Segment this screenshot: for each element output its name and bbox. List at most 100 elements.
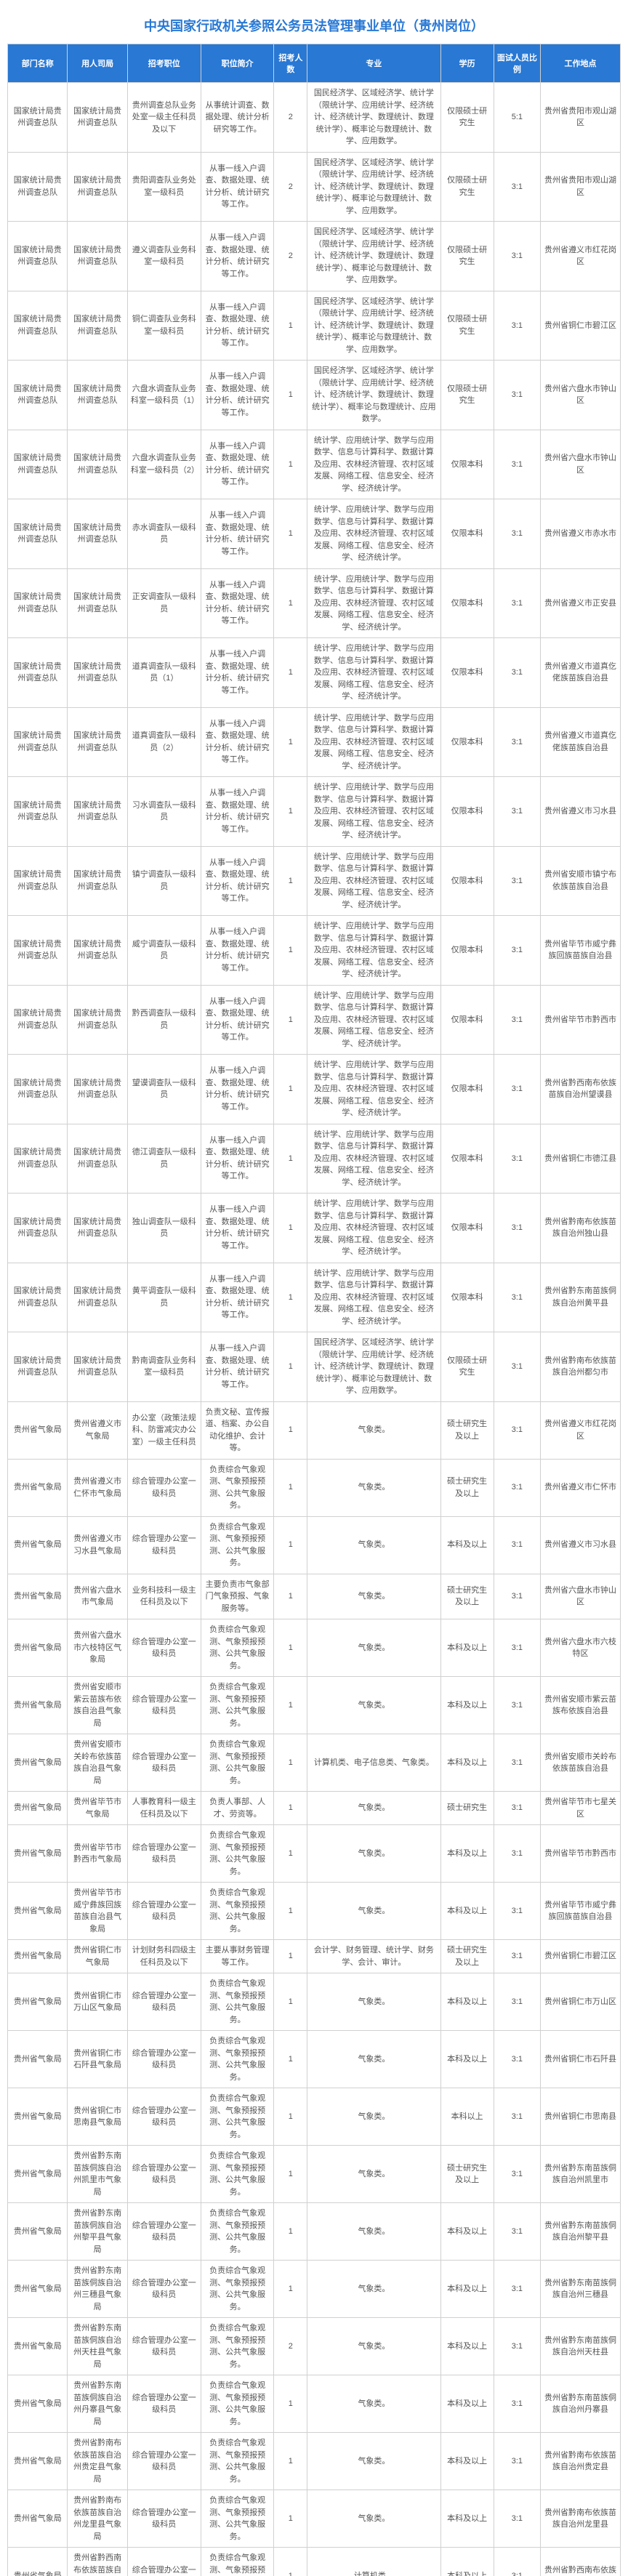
table-cell: 1	[274, 1401, 307, 1459]
table-cell: 气象类。	[307, 2375, 440, 2433]
table-cell: 贵州省气象局	[8, 1940, 68, 1973]
table-cell: 从事一线入户调查、数据处理、统计分析、统计研究等工作。	[201, 1332, 274, 1402]
table-cell: 国家统计局贵州调查总队	[8, 777, 68, 847]
table-row: 贵州省气象局贵州省黔东南苗族侗族自治州凯里市气象局综合管理办公室一级科员负责综合…	[8, 2146, 621, 2203]
table-cell: 综合管理办公室一级科员	[127, 2318, 201, 2375]
table-cell: 1	[274, 707, 307, 777]
table-cell: 国家统计局贵州调查总队	[8, 985, 68, 1055]
table-cell: 综合管理办公室一级科员	[127, 1825, 201, 1883]
column-header: 专业	[307, 44, 440, 83]
table-cell: 贵州省安顺市关岭布依族苗族自治县	[540, 1734, 620, 1792]
table-cell: 贵州省遵义市气象局	[68, 1401, 127, 1459]
table-cell: 3:1	[494, 2031, 540, 2088]
table-cell: 综合管理办公室一级科员	[127, 2146, 201, 2203]
table-cell: 国民经济学、区域经济学、统计学（限统计学、应用统计学、经济统计、经济统计学、数理…	[307, 83, 440, 153]
table-row: 贵州省气象局贵州省毕节市气象局人事教育科一级主任科员及以下负责人事部、人才、劳资…	[8, 1792, 621, 1825]
table-cell: 国家统计局贵州调查总队	[68, 222, 127, 291]
table-cell: 3:1	[494, 2146, 540, 2203]
table-cell: 3:1	[494, 2375, 540, 2433]
table-cell: 国家统计局贵州调查总队	[8, 1332, 68, 1402]
table-cell: 正安调查队一级科员	[127, 568, 201, 638]
table-cell: 贵州省气象局	[8, 1792, 68, 1825]
table-cell: 从事一线入户调查、数据处理、统计分析、统计研究等工作。	[201, 499, 274, 569]
table-cell: 贵州省遵义市习水县	[540, 777, 620, 847]
table-cell: 贵州省黔南布依族苗族自治州贵定县	[540, 2433, 620, 2490]
table-cell: 贵州省安顺市关岭布依族苗族自治县气象局	[68, 1734, 127, 1792]
table-row: 国家统计局贵州调查总队国家统计局贵州调查总队铜仁调查队业务科室一级科员从事一线入…	[8, 291, 621, 361]
table-cell: 主要负责市气象部门气象预报、气象服务等。	[201, 1574, 274, 1619]
table-cell: 贵州省贵阳市观山湖区	[540, 83, 620, 153]
table-cell: 从事一线入户调查、数据处理、统计分析、统计研究等工作。	[201, 1124, 274, 1194]
table-cell: 从事一线入户调查、数据处理、统计分析、统计研究等工作。	[201, 1194, 274, 1263]
table-cell: 3:1	[494, 1124, 540, 1194]
table-row: 国家统计局贵州调查总队国家统计局贵州调查总队道真调查队一级科员（2）从事一线入户…	[8, 707, 621, 777]
table-cell: 1	[274, 1332, 307, 1402]
table-cell: 贵州省六盘水市气象局	[68, 1574, 127, 1619]
table-cell: 计划财务科四级主任科员及以下	[127, 1940, 201, 1973]
table-cell: 贵州省黔东南苗族侗族自治州凯里市气象局	[68, 2146, 127, 2203]
table-row: 国家统计局贵州调查总队国家统计局贵州调查总队德江调查队一级科员从事一线入户调查、…	[8, 1124, 621, 1194]
table-cell: 从事一线入户调查、数据处理、统计分析、统计研究等工作。	[201, 707, 274, 777]
table-cell: 综合管理办公室一级科员	[127, 1459, 201, 1516]
table-cell: 贵州省黔南布依族苗族自治州贵定县气象局	[68, 2433, 127, 2490]
table-cell: 3:1	[494, 1619, 540, 1677]
table-cell: 贵州省黔南布依族苗族自治州独山县	[540, 1194, 620, 1263]
table-row: 国家统计局贵州调查总队国家统计局贵州调查总队望谟调查队一级科员从事一线入户调查、…	[8, 1055, 621, 1124]
table-cell: 贵州省气象局	[8, 2203, 68, 2261]
table-cell: 本科及以上	[440, 1734, 494, 1792]
column-header: 用人司局	[68, 44, 127, 83]
table-cell: 3:1	[494, 152, 540, 222]
table-cell: 3:1	[494, 1973, 540, 2031]
table-cell: 1	[274, 777, 307, 847]
table-cell: 负责综合气象观测、气象预报预测、公共气象服务。	[201, 2548, 274, 2576]
table-cell: 2	[274, 222, 307, 291]
table-cell: 统计学、应用统计学、数学与应用数学、信息与计算科学、数据计算及应用、农林经济管理…	[307, 430, 440, 499]
table-cell: 3:1	[494, 777, 540, 847]
table-cell: 道真调查队一级科员（2）	[127, 707, 201, 777]
table-cell: 1	[274, 1825, 307, 1883]
table-cell: 气象类。	[307, 1792, 440, 1825]
table-cell: 1	[274, 2203, 307, 2261]
table-cell: 统计学、应用统计学、数学与应用数学、信息与计算科学、数据计算及应用、农林经济管理…	[307, 916, 440, 986]
table-row: 贵州省气象局贵州省六盘水市六枝特区气象局综合管理办公室一级科员负责综合气象观测、…	[8, 1619, 621, 1677]
table-cell: 贵州省遵义市红花岗区	[540, 1401, 620, 1459]
table-cell: 3:1	[494, 1401, 540, 1459]
table-cell: 贵州省遵义市正安县	[540, 568, 620, 638]
table-cell: 3:1	[494, 1516, 540, 1574]
table-cell: 气象类。	[307, 1883, 440, 1940]
table-cell: 气象类。	[307, 2031, 440, 2088]
table-cell: 国家统计局贵州调查总队	[8, 846, 68, 916]
table-cell: 国家统计局贵州调查总队	[8, 1263, 68, 1332]
table-cell: 从事一线入户调查、数据处理、统计分析、统计研究等工作。	[201, 568, 274, 638]
table-cell: 综合管理办公室一级科员	[127, 2203, 201, 2261]
table-cell: 气象类。	[307, 1516, 440, 1574]
table-cell: 气象类。	[307, 1619, 440, 1677]
table-cell: 国家统计局贵州调查总队	[8, 638, 68, 708]
positions-table: 部门名称用人司局招考职位职位简介招考人数专业学历面试人员比例工作地点 国家统计局…	[7, 44, 621, 2576]
table-cell: 贵州省铜仁市思南县气象局	[68, 2088, 127, 2146]
column-header: 面试人员比例	[494, 44, 540, 83]
table-cell: 贵州省毕节市威宁彝族回族苗族自治县	[540, 1883, 620, 1940]
table-row: 贵州省气象局贵州省黔西南布依族苗族自治州晴隆县气象局综合管理办公室一级科员负责综…	[8, 2548, 621, 2576]
table-row: 国家统计局贵州调查总队国家统计局贵州调查总队正安调查队一级科员从事一线入户调查、…	[8, 568, 621, 638]
table-cell: 1	[274, 2490, 307, 2548]
table-cell: 贵州省气象局	[8, 1883, 68, 1940]
table-cell: 国家统计局贵州调查总队	[68, 916, 127, 986]
table-cell: 贵州省铜仁市石阡县	[540, 2031, 620, 2088]
table-cell: 综合管理办公室一级科员	[127, 1973, 201, 2031]
table-cell: 3:1	[494, 2261, 540, 2318]
table-cell: 硕士研究生及以上	[440, 1574, 494, 1619]
table-cell: 仅限本科	[440, 1124, 494, 1194]
table-cell: 本科及以上	[440, 2548, 494, 2576]
table-cell: 贵州省铜仁市碧江区	[540, 291, 620, 361]
table-cell: 国家统计局贵州调查总队	[68, 361, 127, 430]
table-cell: 仅限本科	[440, 985, 494, 1055]
table-cell: 国家统计局贵州调查总队	[68, 152, 127, 222]
table-cell: 统计学、应用统计学、数学与应用数学、信息与计算科学、数据计算及应用、农林经济管理…	[307, 985, 440, 1055]
table-cell: 国家统计局贵州调查总队	[8, 499, 68, 569]
table-cell: 1	[274, 291, 307, 361]
table-cell: 国民经济学、区域经济学、统计学（限统计学、应用统计学、经济统计、经济统计学、数理…	[307, 361, 440, 430]
table-cell: 贵州省气象局	[8, 2031, 68, 2088]
table-cell: 负责综合气象观测、气象预报预测、公共气象服务。	[201, 1973, 274, 2031]
table-cell: 综合管理办公室一级科员	[127, 2433, 201, 2490]
